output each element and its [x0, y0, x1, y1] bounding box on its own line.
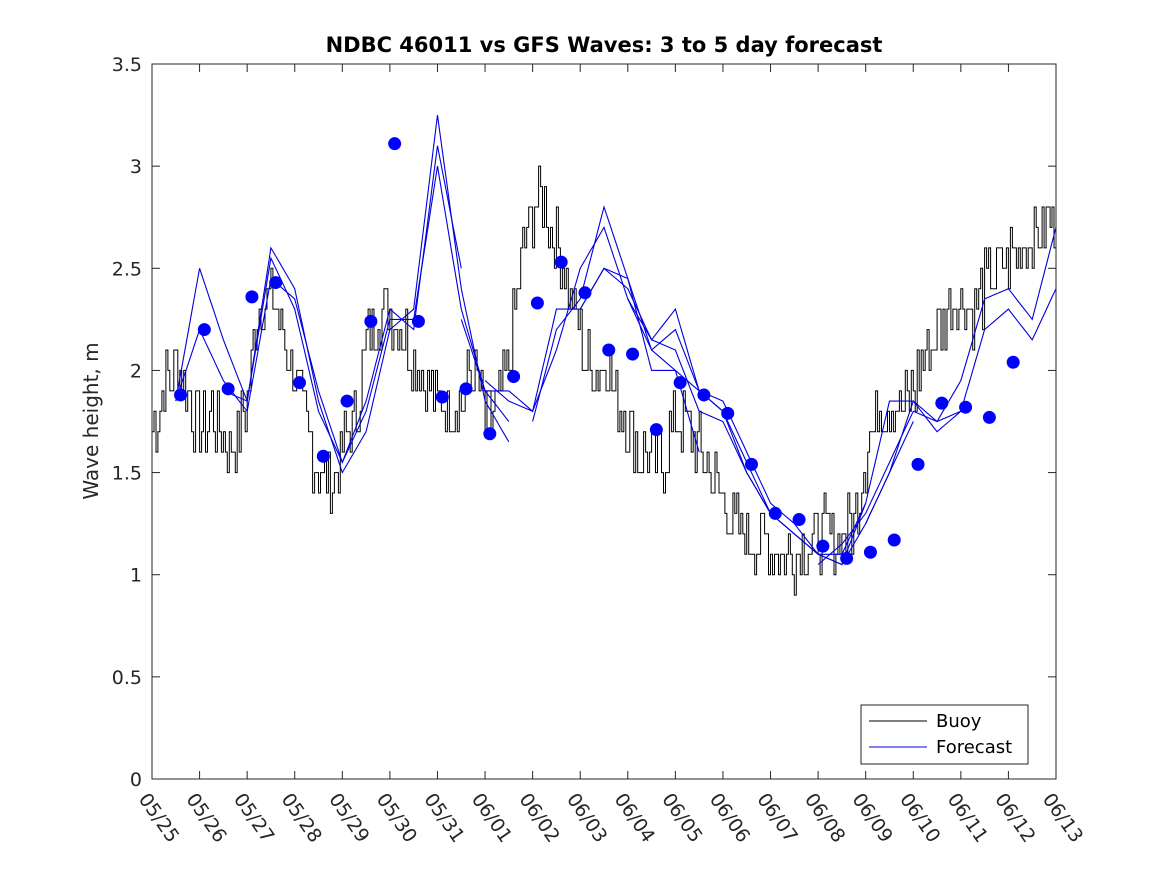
forecast-marker [221, 382, 235, 396]
y-tick-label: 1.5 [112, 463, 142, 485]
x-tick-label: 06/11 [943, 789, 992, 846]
buoy-series [152, 165, 1056, 596]
x-tick-label: 05/26 [181, 789, 230, 846]
forecast-marker [388, 137, 402, 151]
x-tick-label: 06/01 [467, 789, 516, 846]
x-tick-label: 06/05 [657, 789, 706, 846]
y-tick-label: 0 [130, 769, 142, 791]
forecast-marker [626, 347, 640, 361]
x-tick-label: 06/10 [895, 789, 944, 846]
forecast-marker [554, 255, 568, 269]
x-tick-label: 05/31 [419, 789, 468, 846]
forecast-marker [578, 286, 592, 300]
legend-forecast-label: Forecast [936, 737, 1012, 758]
forecast-marker [863, 545, 877, 559]
forecast-marker [792, 513, 806, 527]
x-tick-label: 05/29 [324, 789, 373, 846]
y-tick-label: 1 [130, 565, 142, 587]
forecast-marker [1006, 355, 1020, 369]
x-tick-label: 06/12 [990, 789, 1039, 846]
forecast-line [175, 145, 462, 464]
forecast-marker [649, 423, 663, 437]
forecast-marker [316, 449, 330, 463]
forecast-marker [269, 276, 283, 290]
forecast-markers [174, 137, 1020, 565]
x-tick-label: 05/28 [277, 789, 326, 846]
forecast-marker [435, 390, 449, 404]
forecast-marker [768, 506, 782, 520]
plot-frame [151, 63, 1057, 780]
y-axis-ticks: 0 0.5 1 1.5 2 2.5 3 3.5 [112, 54, 1056, 791]
x-tick-label: 05/25 [134, 789, 183, 846]
forecast-marker [197, 323, 211, 337]
forecast-marker [459, 382, 473, 396]
y-tick-label: 3 [130, 156, 142, 178]
forecast-marker [697, 388, 711, 402]
y-tick-label: 2 [130, 360, 142, 382]
forecast-marker [840, 551, 854, 565]
x-tick-label: 06/02 [515, 789, 564, 846]
forecast-line [817, 227, 1057, 565]
plot-area [152, 64, 1056, 779]
forecast-marker [982, 410, 996, 424]
forecast-marker [174, 388, 188, 402]
x-tick-label: 05/30 [372, 789, 421, 846]
forecast-marker [340, 394, 354, 408]
forecast-marker [959, 400, 973, 414]
forecast-marker [507, 370, 521, 384]
forecast-marker [292, 376, 306, 390]
forecast-marker [411, 314, 425, 328]
x-tick-label: 06/09 [848, 789, 897, 846]
forecast-marker [744, 457, 758, 471]
chart-title: NDBC 46011 vs GFS Waves: 3 to 5 day fore… [326, 33, 883, 57]
x-tick-label: 06/03 [562, 789, 611, 846]
forecast-marker [935, 396, 949, 410]
legend-box [860, 704, 1029, 765]
legend: Buoy Forecast [860, 704, 1029, 765]
x-tick-label: 06/04 [610, 789, 659, 846]
forecast-marker [483, 427, 497, 441]
forecast-marker [364, 314, 378, 328]
y-tick-label: 2.5 [112, 258, 142, 280]
forecast-marker [721, 406, 735, 420]
y-tick-label: 0.5 [112, 667, 142, 689]
x-tick-label: 06/07 [752, 789, 801, 846]
x-tick-label: 06/08 [800, 789, 849, 846]
forecast-line [627, 298, 962, 555]
forecast-marker [530, 296, 544, 310]
forecast-marker [245, 290, 259, 304]
x-tick-label: 06/13 [1038, 789, 1087, 846]
y-axis-label: Wave height, m [79, 342, 103, 499]
forecast-line [223, 115, 510, 474]
x-tick-label: 06/06 [705, 789, 754, 846]
forecast-marker [602, 343, 616, 357]
legend-buoy-label: Buoy [936, 711, 982, 732]
forecast-marker [911, 457, 925, 471]
buoy-line [152, 165, 1056, 596]
y-tick-label: 3.5 [112, 54, 142, 76]
forecast-marker [816, 539, 830, 553]
forecast-marker [673, 376, 687, 390]
x-tick-label: 05/27 [229, 789, 278, 846]
forecast-marker [887, 533, 901, 547]
